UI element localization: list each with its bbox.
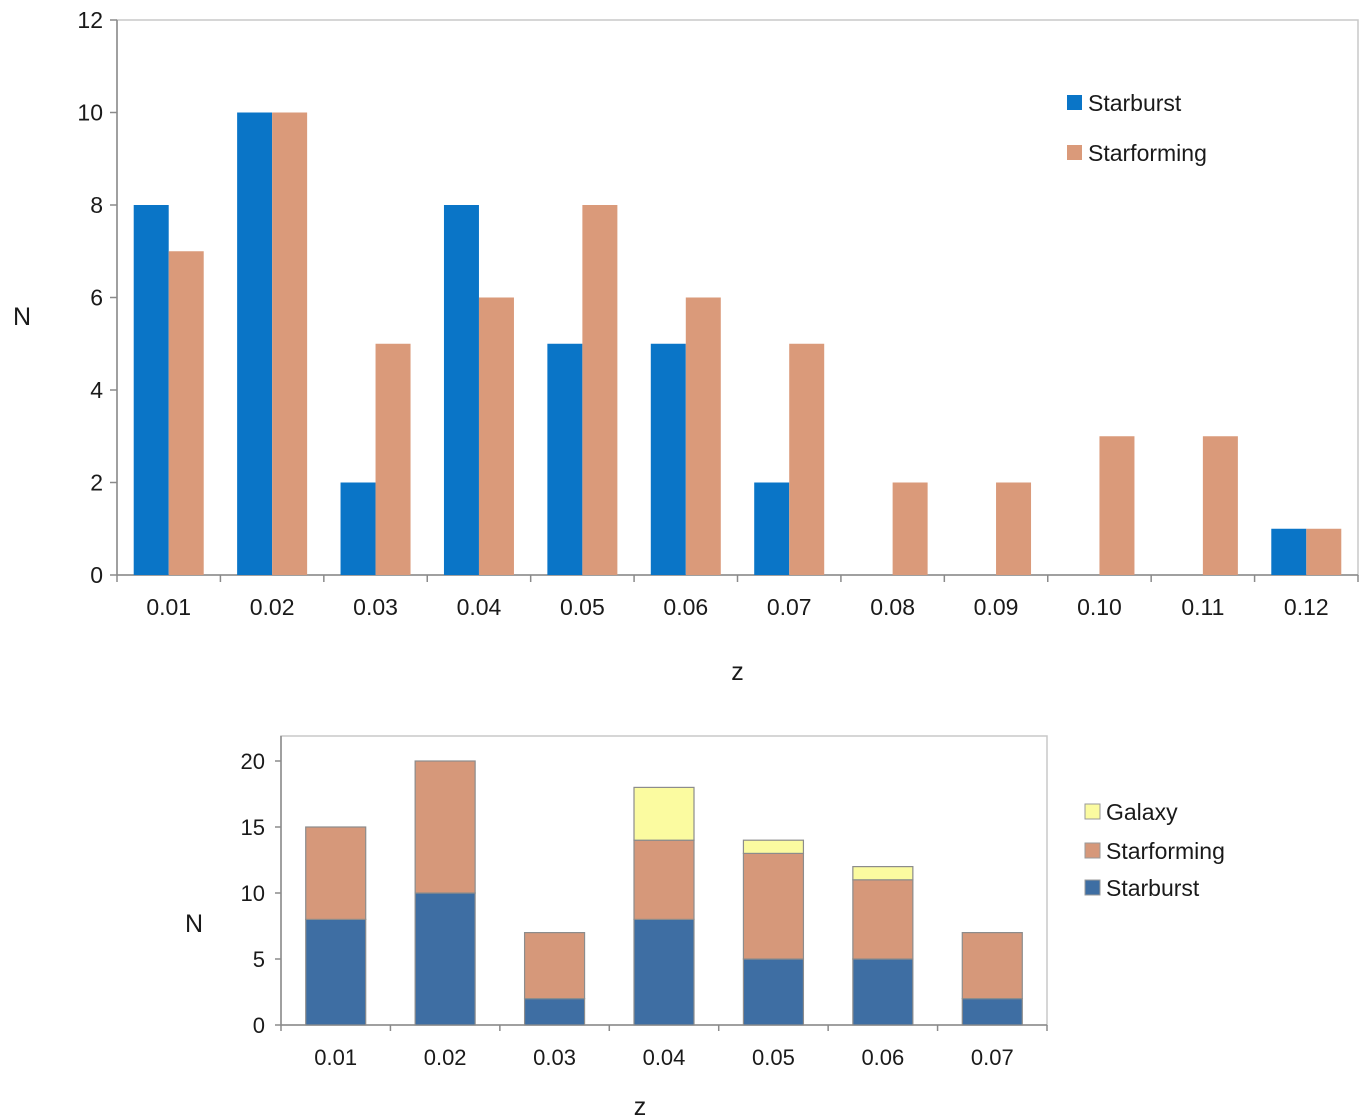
bar-starforming-0.02 — [272, 112, 308, 575]
legend-label-starforming: Starforming — [1088, 140, 1207, 166]
x-tick-label: 0.06 — [663, 594, 708, 620]
bar-starburst-0.01 — [305, 918, 367, 1026]
x-tick-label: 0.09 — [974, 594, 1019, 620]
bar-starforming-0.12 — [1306, 528, 1342, 575]
legend-swatch-starforming — [1084, 842, 1101, 859]
bar-starburst-0.02 — [414, 892, 476, 1026]
bar-starburst-0.05 — [547, 343, 583, 575]
x-tick-label: 0.04 — [457, 594, 502, 620]
y-tick-label: 6 — [90, 285, 103, 311]
x-tick-label: 0.01 — [314, 1045, 357, 1070]
bar-starforming-0.05 — [742, 852, 805, 960]
bar-starburst-0.04 — [443, 205, 479, 575]
y-tick-label: 0 — [253, 1013, 265, 1038]
bar-starburst-0.03 — [523, 997, 586, 1026]
x-tick-label: 0.11 — [1181, 594, 1224, 620]
bar-starforming-0.11 — [1202, 436, 1238, 575]
bar-starforming-0.01 — [168, 251, 204, 575]
y-tick-label: 4 — [90, 377, 103, 403]
x-tick-label: 0.02 — [250, 594, 295, 620]
bar-starforming-0.06 — [852, 879, 914, 960]
bar-starburst-0.04 — [633, 918, 695, 1026]
legend-label-galaxy: Galaxy — [1106, 799, 1178, 825]
legend-swatch-starforming — [1067, 145, 1082, 160]
bar-starforming-0.07 — [961, 931, 1023, 1000]
x-tick-label: 0.05 — [560, 594, 605, 620]
bar-starforming-0.07 — [789, 343, 825, 575]
bar-starforming-0.06 — [685, 297, 721, 575]
y-tick-label: 10 — [241, 881, 265, 906]
bar-starburst-0.02 — [237, 112, 273, 575]
bar-starburst-0.06 — [852, 958, 914, 1026]
x-tick-label: 0.03 — [353, 594, 398, 620]
bar-starburst-0.06 — [650, 343, 686, 575]
legend-swatch-starburst — [1067, 95, 1082, 110]
x-tick-label: 0.05 — [752, 1045, 795, 1070]
legend-swatch-starburst — [1084, 879, 1101, 896]
bar-starforming-0.04 — [478, 297, 514, 575]
bar-starforming-0.03 — [375, 343, 411, 575]
bar-starforming-0.03 — [523, 931, 586, 1000]
y-tick-label: 8 — [90, 192, 103, 218]
bar-galaxy-0.04 — [633, 786, 695, 841]
bar-starforming-0.02 — [414, 760, 476, 894]
bar-starburst-0.07 — [754, 482, 790, 575]
bar-starforming-0.05 — [582, 205, 618, 575]
bar-starburst-0.07 — [961, 997, 1023, 1026]
x-tick-label: 0.10 — [1077, 594, 1122, 620]
bar-starforming-0.10 — [1099, 436, 1135, 575]
bar-starforming-0.09 — [996, 482, 1032, 575]
x-tick-label: 0.06 — [861, 1045, 904, 1070]
y-axis-title: N — [185, 910, 203, 938]
bar-starburst-0.01 — [133, 205, 169, 575]
bar-starburst-0.12 — [1271, 528, 1307, 575]
x-tick-label: 0.04 — [643, 1045, 686, 1070]
x-axis-title: z — [634, 1093, 647, 1120]
y-tick-label: 15 — [241, 815, 265, 840]
y-axis-title: N — [13, 303, 31, 331]
x-tick-label: 0.02 — [424, 1045, 467, 1070]
x-tick-label: 0.08 — [870, 594, 915, 620]
bar-starforming-0.08 — [892, 482, 928, 575]
y-tick-label: 12 — [77, 7, 103, 33]
y-tick-label: 10 — [77, 100, 103, 126]
bar-starforming-0.01 — [305, 826, 367, 921]
y-tick-label: 20 — [241, 749, 265, 774]
y-tick-label: 0 — [90, 562, 103, 588]
x-tick-label: 0.01 — [146, 594, 191, 620]
x-tick-label: 0.07 — [767, 594, 812, 620]
bar-galaxy-0.05 — [742, 839, 805, 855]
bar-starforming-0.04 — [633, 839, 695, 921]
bar-starburst-0.03 — [340, 482, 376, 575]
x-tick-label: 0.03 — [533, 1045, 576, 1070]
y-tick-label: 2 — [90, 470, 103, 496]
bar-starburst-0.05 — [742, 958, 805, 1026]
legend-label-starburst: Starburst — [1106, 875, 1200, 901]
x-axis-title: z — [731, 658, 744, 686]
legend-swatch-galaxy — [1084, 803, 1101, 820]
y-tick-label: 5 — [253, 947, 265, 972]
x-tick-label: 0.07 — [971, 1045, 1014, 1070]
legend-label-starforming: Starforming — [1106, 838, 1225, 864]
bar-galaxy-0.06 — [852, 865, 914, 881]
chart-stacked-bar: 0 5 10 15 20 0.01 0.02 0.03 0.04 0.05 0.06 0.07 z N Ga… — [185, 735, 1225, 1120]
x-tick-label: 0.12 — [1284, 594, 1329, 620]
legend-label-starburst: Starburst — [1088, 90, 1182, 116]
chart-grouped-bar: 0 2 4 6 8 10 12 0.01 0.02 0.03 0.04 0.05 0.06 0.07 0.0… — [13, 7, 1359, 686]
